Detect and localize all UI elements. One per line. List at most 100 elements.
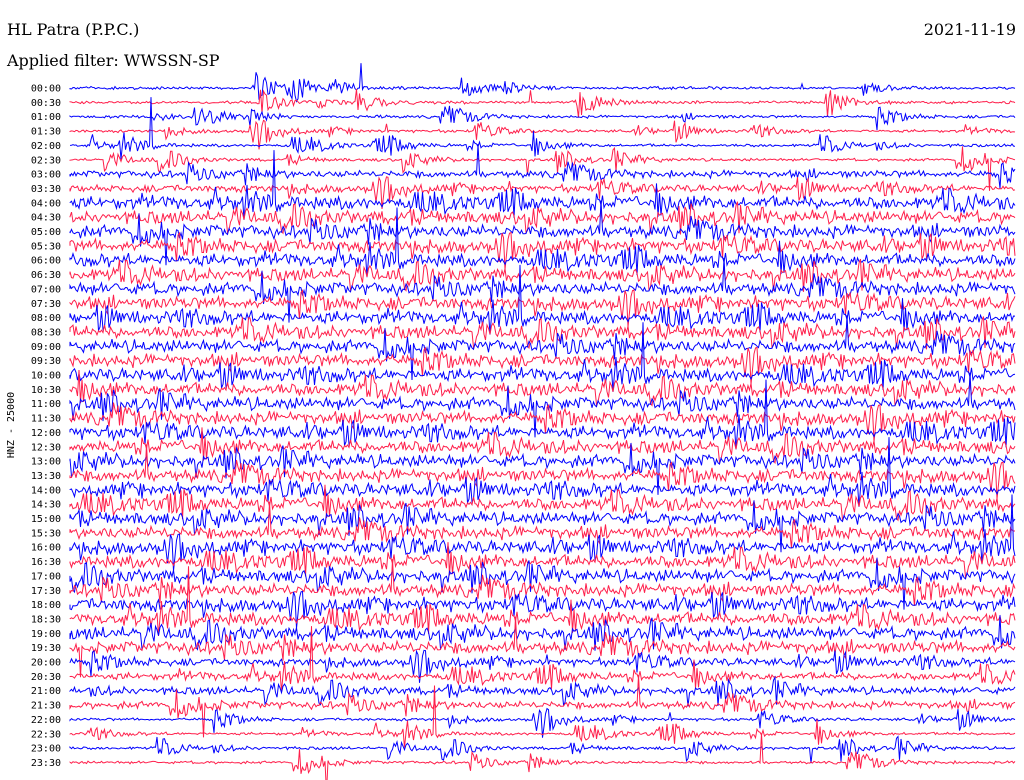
trace-row <box>69 201 1016 235</box>
trace-row <box>69 542 1016 579</box>
time-tick-label: 15:00 <box>31 514 61 525</box>
trace-row <box>69 559 1016 606</box>
trace-row <box>69 372 1016 438</box>
time-tick-label: 17:30 <box>31 586 61 597</box>
trace-row <box>69 315 1016 381</box>
time-tick-label: 11:00 <box>31 399 61 410</box>
trace-row <box>69 626 1016 692</box>
trace-row <box>69 146 1016 191</box>
time-tick-label: 11:30 <box>31 414 61 425</box>
time-tick-label: 05:00 <box>31 227 61 238</box>
trace-row <box>69 63 1016 103</box>
trace-row <box>69 484 1016 522</box>
trace-row <box>69 97 1016 160</box>
time-tick-label: 06:00 <box>31 256 61 267</box>
trace-row <box>69 105 1016 131</box>
filter-label: Applied filter: WWSSN-SP <box>6 51 220 70</box>
trace-row <box>69 346 1016 385</box>
trace-row <box>69 494 1016 571</box>
time-tick-label: 23:00 <box>31 744 61 755</box>
trace-row <box>69 264 1016 335</box>
time-tick-label: 16:30 <box>31 557 61 568</box>
time-tick-label: 09:00 <box>31 342 61 353</box>
trace-row <box>69 649 1016 683</box>
trace-row <box>69 150 1016 220</box>
time-tick-label: 17:00 <box>31 571 61 582</box>
trace-row <box>69 444 1016 500</box>
station-title: HL Patra (P.P.C.) <box>7 20 139 39</box>
time-tick-label: 01:30 <box>31 127 61 138</box>
time-tick-label: 00:00 <box>31 84 61 95</box>
time-tick-label: 05:30 <box>31 241 61 252</box>
trace-row <box>69 733 1016 780</box>
time-tick-label: 14:00 <box>31 485 61 496</box>
time-tick-label: 13:30 <box>31 471 61 482</box>
time-tick-label: 08:00 <box>31 313 61 324</box>
time-tick-label: 03:00 <box>31 170 61 181</box>
time-tick-label: 12:30 <box>31 442 61 453</box>
time-tick-label: 20:00 <box>31 658 61 669</box>
trace-row <box>69 207 1016 278</box>
trace-row <box>69 200 1016 266</box>
time-tick-label: 08:30 <box>31 327 61 338</box>
time-tick-label: 16:00 <box>31 543 61 554</box>
trace-row <box>69 176 1016 210</box>
trace-row <box>69 675 1016 707</box>
trace-row <box>69 675 1016 738</box>
time-tick-labels: 00:00 00:30 01:00 01:30 02:00 02:30 03:00 03:30… <box>31 84 61 769</box>
time-tick-label: 22:30 <box>31 729 61 740</box>
trace-row <box>69 379 1016 450</box>
date-label: 2021-11-19 <box>924 20 1016 39</box>
trace-row <box>69 119 1016 150</box>
time-tick-label: 01:00 <box>31 112 61 123</box>
trace-row <box>69 402 1016 442</box>
time-tick-label: 19:00 <box>31 629 61 640</box>
trace-row <box>69 369 1016 407</box>
time-tick-label: 14:30 <box>31 500 61 511</box>
trace-row <box>69 427 1016 465</box>
trace-row <box>69 616 1016 678</box>
time-tick-label: 07:30 <box>31 299 61 310</box>
time-tick-label: 00:30 <box>31 98 61 109</box>
time-tick-label: 07:00 <box>31 284 61 295</box>
time-tick-label: 10:30 <box>31 385 61 396</box>
time-tick-label: 02:30 <box>31 155 61 166</box>
trace-row <box>69 316 1016 350</box>
channel-scale-label: HNZ - 25000 <box>6 392 17 458</box>
trace-row <box>69 257 1016 323</box>
trace-row <box>69 501 1015 549</box>
time-tick-label: 04:00 <box>31 198 61 209</box>
time-tick-label: 04:30 <box>31 213 61 224</box>
time-tick-label: 13:00 <box>31 457 61 468</box>
time-tick-label: 23:30 <box>31 758 61 769</box>
time-tick-label: 20:30 <box>31 672 61 683</box>
time-tick-label: 21:00 <box>31 686 61 697</box>
trace-row <box>69 735 1016 764</box>
trace-row <box>69 615 1016 651</box>
trace-row <box>69 231 1016 270</box>
trace-row <box>69 685 1016 748</box>
time-tick-label: 02:00 <box>31 141 61 152</box>
trace-row <box>69 144 1016 189</box>
trace-row <box>69 289 1016 328</box>
trace-row <box>69 557 1016 610</box>
time-tick-label: 21:30 <box>31 701 61 712</box>
seismic-traces <box>69 63 1016 780</box>
time-tick-label: 18:00 <box>31 600 61 611</box>
trace-row <box>69 437 1016 507</box>
trace-row <box>69 258 1016 292</box>
trace-row <box>69 566 1016 637</box>
trace-row <box>69 89 1016 118</box>
time-tick-label: 03:30 <box>31 184 61 195</box>
time-tick-label: 15:30 <box>31 528 61 539</box>
time-tick-label: 12:00 <box>31 428 61 439</box>
trace-row <box>69 500 1016 553</box>
trace-row <box>69 707 1016 738</box>
trace-row <box>69 442 1016 495</box>
time-tick-label: 19:30 <box>31 643 61 654</box>
time-tick-label: 18:30 <box>31 614 61 625</box>
time-tick-label: 22:00 <box>31 715 61 726</box>
time-tick-label: 09:30 <box>31 356 61 367</box>
trace-row <box>69 590 1016 629</box>
